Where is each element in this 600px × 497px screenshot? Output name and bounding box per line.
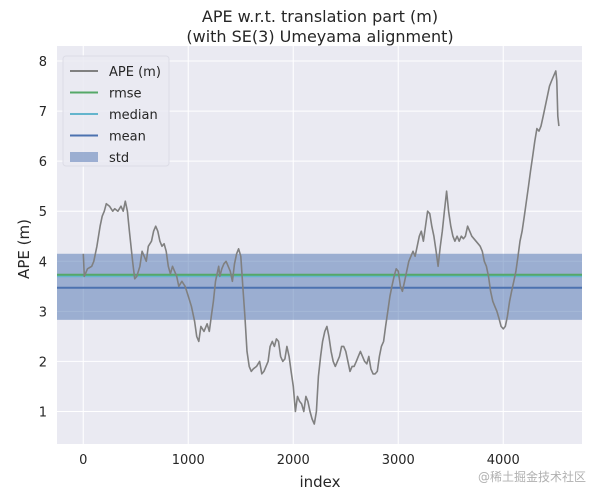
y-tick-label: 2 — [39, 355, 47, 370]
legend-label: rmse — [109, 87, 142, 102]
std-band-layer — [57, 253, 582, 320]
x-tick-label: 3000 — [382, 453, 415, 468]
legend: APE (m) rmse median mean std — [62, 55, 170, 167]
y-tick-label: 1 — [39, 405, 47, 420]
y-tick-label: 3 — [39, 305, 47, 320]
x-tick-label: 4000 — [487, 453, 520, 468]
x-tick-label: 0 — [79, 453, 87, 468]
legend-box — [62, 55, 170, 167]
stat-lines — [57, 273, 582, 289]
std-band — [57, 253, 582, 320]
y-tick-label: 8 — [39, 55, 47, 70]
chart-title-line1: APE w.r.t. translation part (m) — [202, 7, 438, 26]
legend-swatch — [70, 152, 98, 162]
chart-title-line2: (with SE(3) Umeyama alignment) — [186, 27, 453, 46]
y-tick-label: 7 — [39, 105, 47, 120]
x-tick-label: 1000 — [172, 453, 205, 468]
ape-series-line — [82, 70, 560, 425]
y-tick-label: 6 — [39, 155, 47, 170]
x-tick-label: 2000 — [277, 453, 310, 468]
y-tick-label: 5 — [39, 205, 47, 220]
legend-label: median — [109, 108, 158, 123]
watermark: @稀土掘金技术社区 — [478, 469, 586, 484]
y-tick-label: 4 — [39, 255, 47, 270]
y-tick-labels: 1 2 3 4 5 6 7 8 — [39, 55, 47, 420]
legend-label: APE (m) — [109, 65, 161, 80]
y-axis-label: APE (m) — [15, 219, 33, 279]
series-layer — [82, 70, 560, 425]
x-axis-label: index — [299, 473, 340, 491]
x-tick-labels: 0 1000 2000 3000 4000 — [79, 453, 520, 468]
legend-label: std — [109, 151, 129, 166]
legend-label: mean — [109, 130, 146, 145]
